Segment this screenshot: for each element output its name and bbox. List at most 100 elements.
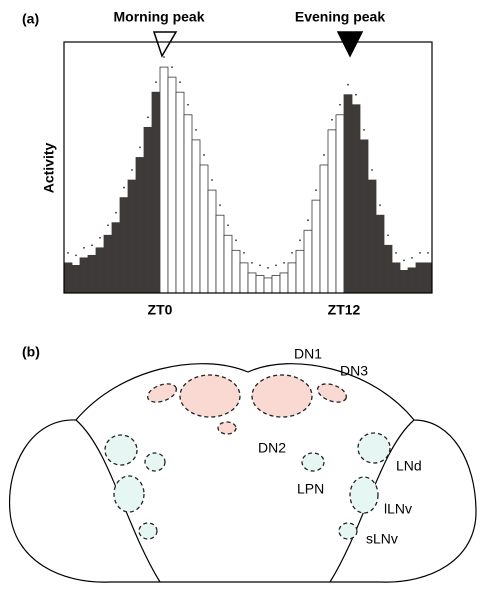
error-dot bbox=[155, 81, 157, 84]
bar bbox=[383, 244, 393, 294]
bar bbox=[303, 229, 313, 294]
error-dot bbox=[195, 128, 197, 131]
bar bbox=[367, 179, 377, 294]
error-dot bbox=[355, 93, 357, 96]
bar bbox=[295, 249, 305, 294]
error-dot bbox=[379, 204, 381, 207]
neuron-cluster bbox=[301, 452, 325, 472]
error-dot bbox=[283, 261, 285, 264]
neuron-cluster bbox=[349, 476, 379, 514]
error-dot bbox=[91, 244, 93, 247]
cluster-label: DN2 bbox=[258, 440, 286, 456]
error-dot bbox=[411, 256, 413, 259]
neuron-cluster bbox=[138, 522, 158, 540]
annotation: Evening peak bbox=[295, 9, 385, 25]
bar bbox=[415, 262, 425, 294]
error-dot bbox=[371, 169, 373, 171]
error-dot bbox=[395, 251, 397, 254]
cluster-label: LPN bbox=[297, 481, 324, 497]
bar bbox=[207, 189, 217, 294]
error-dot bbox=[331, 118, 333, 121]
bar bbox=[95, 247, 105, 294]
bar bbox=[127, 179, 137, 294]
bar bbox=[63, 262, 73, 294]
bar bbox=[71, 264, 81, 294]
bar bbox=[311, 199, 321, 294]
error-dot bbox=[171, 66, 173, 68]
bar bbox=[255, 275, 265, 294]
bar bbox=[319, 164, 329, 294]
error-dot bbox=[163, 56, 165, 58]
bar bbox=[151, 91, 161, 294]
bar bbox=[279, 272, 289, 294]
cluster-label: lLNv bbox=[384, 501, 412, 517]
error-dot bbox=[123, 186, 125, 189]
error-dot bbox=[275, 264, 277, 267]
cluster-label: DN3 bbox=[340, 363, 368, 379]
neuron-cluster bbox=[251, 374, 313, 418]
cluster-label: LNd bbox=[396, 458, 422, 474]
error-dot bbox=[187, 103, 189, 106]
bar bbox=[239, 262, 249, 294]
error-dot bbox=[179, 81, 181, 84]
peak-marker bbox=[336, 31, 364, 58]
error-dot bbox=[363, 128, 365, 131]
annotation: Morning peak bbox=[113, 9, 204, 25]
bar bbox=[247, 272, 257, 294]
neuron-cluster bbox=[113, 475, 145, 513]
neuron-cluster bbox=[316, 383, 348, 403]
bar bbox=[271, 275, 281, 294]
error-dot bbox=[323, 154, 325, 156]
error-dot bbox=[299, 239, 301, 242]
error-dot bbox=[235, 239, 237, 242]
bar bbox=[343, 94, 353, 294]
error-dot bbox=[227, 224, 229, 227]
bar bbox=[263, 277, 273, 294]
bar bbox=[375, 214, 385, 294]
bar bbox=[223, 234, 233, 294]
error-dot bbox=[67, 251, 69, 254]
neuron-cluster bbox=[338, 522, 358, 540]
error-dot bbox=[251, 261, 253, 264]
error-dot bbox=[139, 146, 141, 149]
error-dot bbox=[115, 211, 117, 214]
error-dot bbox=[315, 189, 317, 191]
error-dot bbox=[307, 219, 309, 222]
bar bbox=[111, 222, 121, 294]
error-dot bbox=[403, 259, 405, 262]
bar bbox=[191, 139, 201, 294]
bar bbox=[175, 91, 185, 294]
bar bbox=[167, 76, 177, 294]
bar bbox=[103, 234, 113, 294]
error-dot bbox=[259, 264, 261, 267]
bar bbox=[359, 139, 369, 294]
bar bbox=[119, 197, 129, 294]
bar bbox=[287, 262, 297, 294]
neuron-cluster bbox=[104, 434, 138, 466]
error-dot bbox=[219, 204, 221, 207]
error-dot bbox=[419, 251, 421, 254]
error-dot bbox=[339, 103, 341, 106]
panel-label: (b) bbox=[22, 344, 40, 360]
bar bbox=[399, 270, 409, 294]
bar bbox=[231, 249, 241, 294]
cluster-label: sLNv bbox=[366, 531, 398, 547]
error-dot bbox=[211, 179, 213, 181]
peak-marker bbox=[152, 31, 178, 58]
cluster-label: DN1 bbox=[294, 346, 322, 362]
error-dot bbox=[291, 251, 293, 254]
bar bbox=[423, 262, 433, 294]
bar bbox=[327, 129, 337, 294]
bar bbox=[215, 214, 225, 294]
error-dot bbox=[267, 267, 269, 269]
error-dot bbox=[243, 251, 245, 254]
error-dot bbox=[83, 246, 85, 249]
bar bbox=[79, 257, 89, 294]
error-dot bbox=[99, 236, 101, 239]
error-dot bbox=[427, 251, 429, 254]
x-tick-label: ZT0 bbox=[148, 302, 173, 318]
panel-label: (a) bbox=[22, 11, 39, 27]
y-axis-label: Activity bbox=[41, 143, 57, 194]
bar bbox=[335, 114, 345, 294]
